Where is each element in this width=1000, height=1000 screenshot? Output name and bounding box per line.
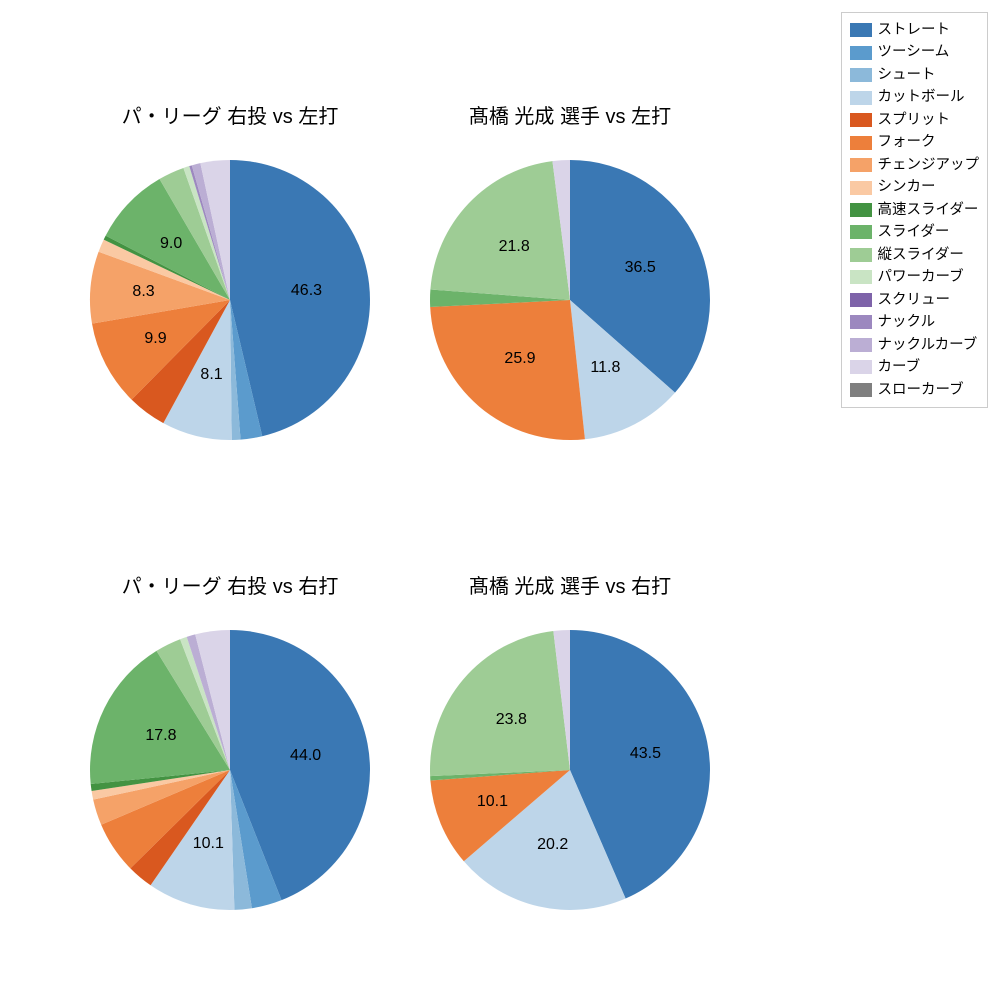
pie-slice-label: 17.8 bbox=[145, 727, 176, 745]
chart-title: 髙橋 光成 選手 vs 右打 bbox=[410, 570, 730, 599]
legend-item: カーブ bbox=[850, 356, 980, 378]
legend-label: ストレート bbox=[878, 19, 951, 41]
legend-swatch bbox=[850, 360, 872, 374]
chart-grid: { "legend": { "items": [ {"label": "ストレー… bbox=[0, 0, 1000, 1000]
chart-title: パ・リーグ 右投 vs 右打 bbox=[70, 570, 390, 599]
pie-slice-label: 20.2 bbox=[537, 836, 568, 854]
legend-label: パワーカーブ bbox=[878, 266, 964, 288]
pie-slice-label: 44.0 bbox=[290, 747, 321, 765]
chart-title: 髙橋 光成 選手 vs 左打 bbox=[410, 100, 730, 129]
pie-slice-label: 10.1 bbox=[193, 835, 224, 853]
legend-item: スプリット bbox=[850, 109, 980, 131]
pie-slice bbox=[430, 300, 585, 440]
legend-label: 縦スライダー bbox=[878, 244, 964, 266]
legend-item: スローカーブ bbox=[850, 379, 980, 401]
legend-swatch bbox=[850, 203, 872, 217]
pie-chart bbox=[428, 628, 712, 912]
legend-item: フォーク bbox=[850, 131, 980, 153]
legend-item: ナックルカーブ bbox=[850, 334, 980, 356]
legend-item: シュート bbox=[850, 64, 980, 86]
pie-slice-label: 25.9 bbox=[504, 350, 535, 368]
legend-swatch bbox=[850, 113, 872, 127]
legend-item: 高速スライダー bbox=[850, 199, 980, 221]
legend-swatch bbox=[850, 248, 872, 262]
legend-label: スローカーブ bbox=[878, 379, 964, 401]
pie-slice bbox=[430, 161, 570, 300]
legend-swatch bbox=[850, 136, 872, 150]
pie-slice-label: 9.0 bbox=[160, 235, 182, 253]
legend-swatch bbox=[850, 23, 872, 37]
legend-swatch bbox=[850, 225, 872, 239]
pie-slice-label: 9.9 bbox=[144, 330, 166, 348]
pie-slice bbox=[430, 631, 570, 776]
legend-item: ツーシーム bbox=[850, 41, 980, 63]
legend-label: シンカー bbox=[878, 176, 936, 198]
legend-label: スプリット bbox=[878, 109, 951, 131]
legend-label: ナックルカーブ bbox=[878, 334, 978, 356]
legend-label: カットボール bbox=[878, 86, 965, 108]
pie-slice-label: 10.1 bbox=[477, 793, 508, 811]
legend-swatch bbox=[850, 293, 872, 307]
legend-label: ツーシーム bbox=[878, 41, 950, 63]
pie-slice-label: 46.3 bbox=[291, 282, 322, 300]
pie-slice-label: 36.5 bbox=[625, 259, 656, 277]
legend-item: スクリュー bbox=[850, 289, 980, 311]
legend-item: ストレート bbox=[850, 19, 980, 41]
legend-swatch bbox=[850, 181, 872, 195]
pie-chart bbox=[428, 158, 712, 442]
pie-slice-label: 21.8 bbox=[499, 238, 530, 256]
legend-item: チェンジアップ bbox=[850, 154, 980, 176]
legend-swatch bbox=[850, 383, 872, 397]
legend-label: 高速スライダー bbox=[878, 199, 979, 221]
legend-swatch bbox=[850, 91, 872, 105]
legend-item: シンカー bbox=[850, 176, 980, 198]
legend-swatch bbox=[850, 315, 872, 329]
legend-label: シュート bbox=[878, 64, 936, 86]
legend-label: ナックル bbox=[878, 311, 936, 333]
legend-label: スライダー bbox=[878, 221, 950, 243]
pie-chart bbox=[88, 158, 372, 442]
legend-item: スライダー bbox=[850, 221, 980, 243]
pie-chart bbox=[88, 628, 372, 912]
pie-slice-label: 23.8 bbox=[496, 711, 527, 729]
legend-item: カットボール bbox=[850, 86, 980, 108]
pie-slice-label: 8.1 bbox=[200, 366, 222, 384]
pie-slice-label: 11.8 bbox=[590, 359, 620, 377]
legend-swatch bbox=[850, 270, 872, 284]
chart-title: パ・リーグ 右投 vs 左打 bbox=[70, 100, 390, 129]
legend-item: ナックル bbox=[850, 311, 980, 333]
pie-slice-label: 43.5 bbox=[630, 745, 661, 763]
legend-swatch bbox=[850, 158, 872, 172]
legend-label: チェンジアップ bbox=[878, 154, 980, 176]
pie-slice-label: 8.3 bbox=[132, 283, 154, 301]
legend-swatch bbox=[850, 68, 872, 82]
legend-label: スクリュー bbox=[878, 289, 951, 311]
legend: ストレートツーシームシュートカットボールスプリットフォークチェンジアップシンカー… bbox=[841, 12, 989, 408]
legend-label: フォーク bbox=[878, 131, 936, 153]
legend-label: カーブ bbox=[878, 356, 921, 378]
legend-item: 縦スライダー bbox=[850, 244, 980, 266]
legend-swatch bbox=[850, 338, 872, 352]
legend-swatch bbox=[850, 46, 872, 60]
legend-item: パワーカーブ bbox=[850, 266, 980, 288]
